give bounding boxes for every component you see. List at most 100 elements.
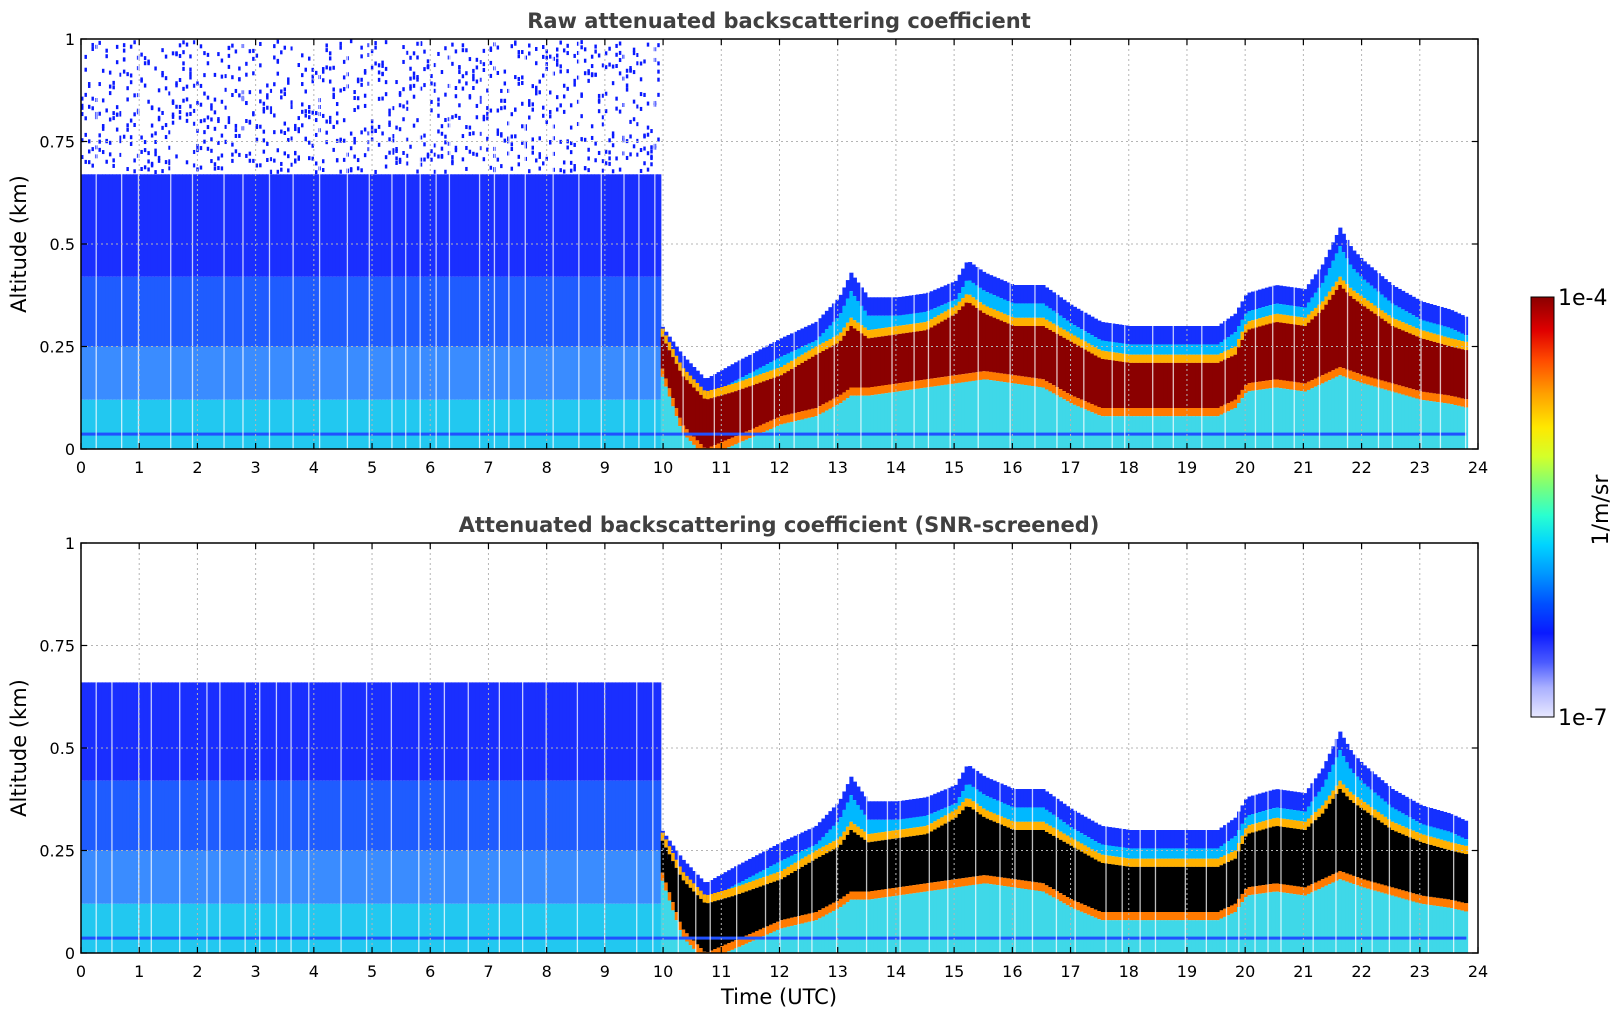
layer-fringe [898,296,903,316]
noise-speck [528,115,531,120]
noise-speck [583,137,587,142]
layer-fringe [999,783,1004,803]
layer-cyan [1331,260,1336,287]
col-blue [493,780,498,851]
noise-speck [479,60,482,65]
layer-fringe [796,330,802,349]
surface-cyan [1432,401,1437,449]
layer-orange [1121,353,1126,362]
layer-base [1299,382,1304,392]
col-cyan [126,399,131,449]
layer-orange [1184,858,1189,867]
layer-orange [1093,347,1098,356]
layer-fringe [1209,830,1214,849]
col-blue [185,276,190,347]
noise-speck [461,43,465,48]
layer-base [961,374,966,383]
col-light-blue [416,346,421,400]
col-light-blue [440,850,445,904]
layer-cyan [1006,804,1011,820]
noise-speck [189,54,192,59]
noise-speck [538,166,541,171]
noise-speck [122,134,126,139]
layer-orange [821,846,826,856]
surface-cyan [1003,382,1008,449]
noise-speck [91,163,94,168]
noise-speck [423,67,426,72]
layer-core [765,380,770,423]
noise-speck [482,67,486,72]
col-deep-blue [639,682,644,781]
layer-cyan [901,818,906,830]
noise-speck [301,102,304,107]
noise-speck [458,115,461,120]
surface-cyan [905,390,910,449]
noise-speck [594,141,597,146]
col-light-blue [335,850,341,904]
layer-base [1107,912,1112,921]
layer-fringe [1125,829,1130,848]
col-deep-blue [161,174,166,277]
col-light-blue [133,346,138,400]
layer-cyan [1230,838,1235,853]
layer-core [863,839,868,892]
col-cyan [412,903,417,953]
noise-speck [500,98,503,103]
layer-base [1341,368,1346,377]
noise-speck [384,80,388,85]
layer-orange [1062,329,1067,338]
col-light-blue [157,346,162,400]
layer-base [1051,889,1057,898]
layer-base [968,373,973,382]
layer-cyan [1167,848,1172,859]
col-light-blue [451,346,456,400]
surface-cyan [1093,413,1098,449]
noise-speck [84,92,87,97]
col-blue [171,780,176,851]
layer-orange [1324,296,1329,305]
layer-core [667,350,672,389]
col-deep-blue [440,682,445,781]
col-deep-blue [276,174,281,277]
x-tick-label: 14 [886,458,906,477]
col-blue [604,276,609,347]
layer-base [1327,371,1332,381]
col-cyan [105,399,110,449]
layer-cyan [873,819,878,834]
layer-orange [1362,298,1367,307]
surface-cyan [828,408,833,449]
noise-speck [531,137,534,142]
layer-fringe [1139,830,1144,849]
surface-cyan [1010,887,1015,953]
noise-speck [178,110,182,115]
layer-fringe [870,801,875,820]
col-deep-blue [140,682,145,781]
layer-cyan [807,847,812,855]
col-deep-blue [604,174,609,277]
layer-cyan [1254,309,1259,320]
col-blue [552,780,557,851]
surface-cyan [1338,375,1343,449]
layer-base [1397,385,1402,394]
layer-fringe [1446,308,1451,328]
col-blue [321,276,327,347]
col-blue [451,276,456,347]
col-cyan [493,399,498,449]
col-cyan [646,903,651,953]
col-cyan [472,399,477,449]
col-blue [524,780,529,851]
layer-core [1044,327,1050,382]
col-cyan [238,903,243,953]
surface-cyan [1303,391,1308,449]
layer-fringe [877,297,882,316]
col-deep-blue [384,174,389,277]
noise-speck [349,131,353,136]
noise-speck [367,147,370,152]
layer-core [1177,362,1182,408]
col-light-blue [178,346,183,400]
col-deep-blue [353,682,358,781]
layer-core [1079,347,1084,400]
col-light-blue [458,850,463,904]
layer-cyan [1261,307,1266,318]
surface-cyan [1240,398,1245,449]
